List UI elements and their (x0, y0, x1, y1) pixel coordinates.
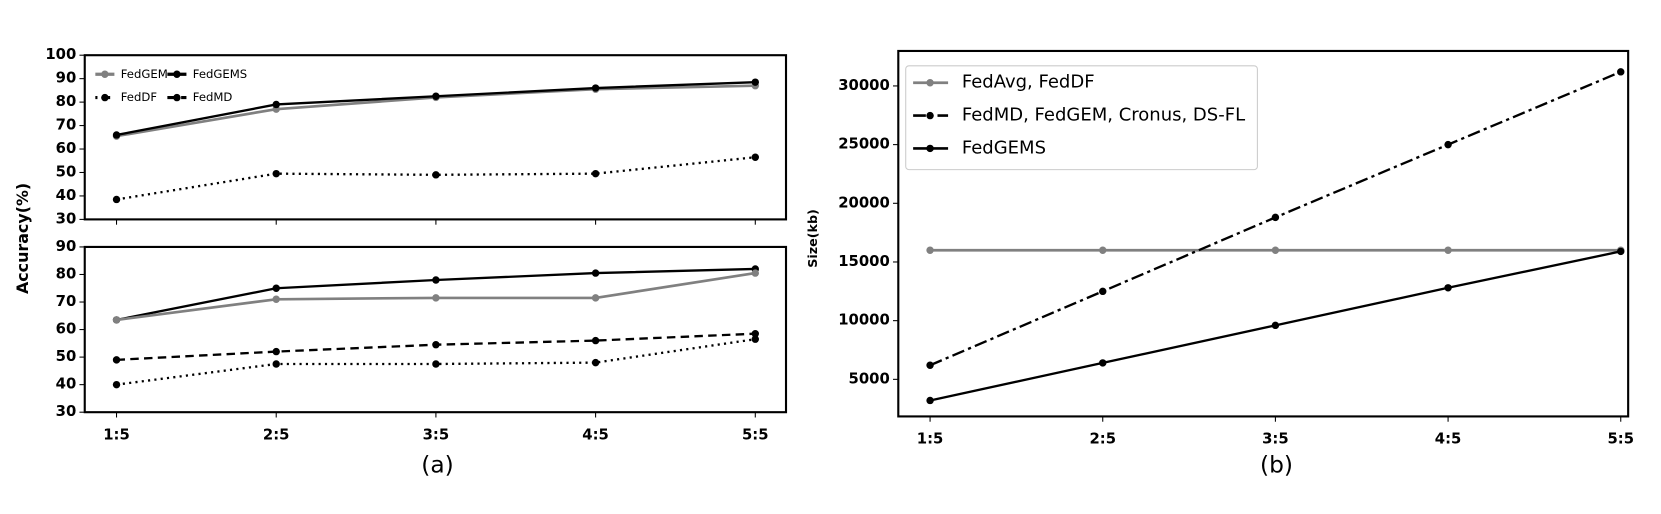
y-tick-label: 80 (56, 93, 77, 110)
point (1099, 287, 1107, 296)
y-tick-label: 25000 (838, 136, 890, 153)
point (1099, 246, 1107, 254)
y-axis-label: Accuracy(%) (13, 183, 32, 294)
legend-marker (101, 70, 109, 78)
caption: (a) (421, 452, 453, 479)
point (1271, 213, 1280, 222)
y-axis-label: Size(kb) (805, 209, 820, 268)
point (112, 131, 121, 139)
point (591, 269, 600, 277)
point (1444, 284, 1452, 292)
x-tick-label: 1:5 (103, 426, 130, 443)
y-tick-label: 30000 (838, 77, 890, 94)
point (1617, 247, 1625, 256)
series-line (116, 338, 756, 386)
x-tick-label: 2:5 (1089, 431, 1116, 448)
legend-label: FedAvg, FedDF (962, 72, 1095, 93)
point (272, 295, 280, 303)
point (272, 169, 280, 178)
legend-label: FedGEM (121, 67, 168, 81)
legend-label: FedGEMS (962, 137, 1046, 158)
point (1099, 359, 1107, 367)
y-tick-label: 10000 (838, 312, 890, 329)
y-tick-label: 70 (56, 293, 77, 310)
point (272, 347, 280, 356)
plot-frame (897, 49, 1630, 418)
point (112, 195, 121, 204)
point (591, 336, 600, 345)
y-tick-label: 90 (56, 238, 77, 255)
point (432, 294, 440, 302)
y-tick-label: 90 (56, 70, 77, 87)
point (112, 356, 121, 364)
y-tick-label: 50 (56, 163, 77, 180)
point (272, 284, 280, 292)
legend-marker (926, 79, 934, 87)
series-line (116, 156, 756, 201)
point (751, 335, 759, 343)
legend-marker (101, 93, 109, 102)
y-tick-label: 15000 (838, 253, 890, 270)
point (432, 341, 440, 349)
point (751, 78, 759, 86)
y-tick-label: 40 (56, 187, 77, 204)
legend-marker (926, 111, 934, 120)
x-tick-label: 3:5 (1262, 431, 1289, 448)
legend-box (905, 65, 1258, 171)
legend-label: FedDF (121, 90, 158, 104)
point (112, 380, 121, 389)
point (1271, 321, 1280, 330)
x-tick-label: 5:5 (1607, 431, 1634, 448)
x-tick-label: 5:5 (742, 426, 769, 443)
y-tick-label: 30 (56, 403, 77, 420)
y-tick-label: 5000 (849, 370, 890, 387)
plot-frame (83, 54, 788, 221)
point (926, 396, 934, 405)
y-tick-label: 50 (56, 348, 77, 365)
point (1617, 68, 1625, 76)
point (1444, 140, 1452, 149)
point (432, 171, 440, 179)
point (591, 84, 600, 92)
legend-label: FedMD, FedGEM, Cronus, DS-FL (962, 105, 1245, 126)
y-tick-label: 30 (56, 210, 77, 227)
point (272, 100, 280, 109)
y-tick-label: 60 (56, 321, 77, 338)
legend-marker (173, 93, 181, 102)
legend-label: FedGEMS (193, 67, 247, 81)
point (432, 92, 440, 100)
point (432, 360, 440, 368)
x-tick-label: 2:5 (263, 426, 290, 443)
point (432, 276, 440, 284)
point (926, 246, 934, 254)
x-tick-label: 4:5 (1435, 431, 1462, 448)
y-tick-label: 80 (56, 265, 77, 282)
x-tick-label: 1:5 (917, 431, 944, 448)
y-tick-label: 60 (56, 140, 77, 157)
legend-label: FedMD (193, 90, 233, 104)
y-tick-label: 40 (56, 376, 77, 393)
point (1271, 246, 1280, 254)
x-tick-label: 3:5 (423, 426, 450, 443)
y-tick-label: 100 (45, 46, 76, 63)
point (591, 169, 600, 178)
point (591, 358, 600, 367)
point (272, 360, 280, 368)
point (751, 329, 759, 338)
point (751, 153, 759, 161)
point (751, 269, 759, 277)
y-tick-label: 20000 (838, 194, 890, 211)
legend-marker (926, 144, 934, 153)
y-tick-label: 70 (56, 117, 77, 134)
point (591, 294, 600, 302)
point (112, 316, 121, 324)
point (1444, 246, 1452, 254)
x-tick-label: 4:5 (582, 426, 609, 443)
point (926, 361, 934, 369)
legend-marker (173, 70, 181, 78)
caption: (b) (1260, 452, 1293, 479)
